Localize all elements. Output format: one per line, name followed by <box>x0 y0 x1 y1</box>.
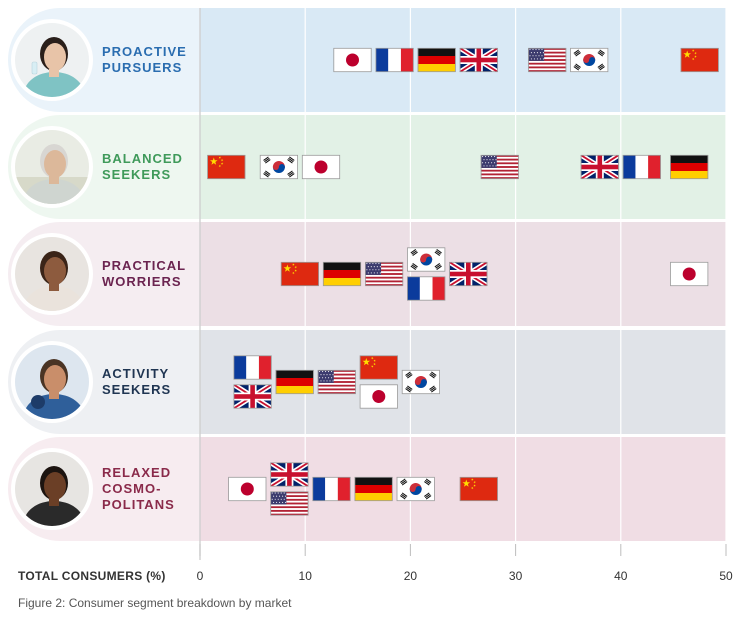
flag-marker-france <box>312 476 351 502</box>
flag-marker-germany <box>322 261 362 287</box>
x-tick-label: 30 <box>509 569 523 583</box>
x-axis: TOTAL CONSUMERS (%) 0 10 20 30 40 50 <box>18 544 733 583</box>
flag-marker-korea <box>401 369 440 395</box>
flag-marker-usa <box>480 154 519 180</box>
segment-label-line: POLITANS <box>102 497 175 512</box>
flag-marker-france <box>375 47 414 73</box>
flag-marker-germany <box>670 154 709 180</box>
flag-marker-uk <box>270 462 309 487</box>
segment-label-line: PURSUERS <box>102 60 182 75</box>
flag-markers <box>207 47 719 516</box>
segment-label-line: SEEKERS <box>102 167 171 182</box>
segment-label-line: SEEKERS <box>102 382 171 397</box>
flag-marker-china <box>680 47 719 73</box>
segment-label-line: ACTIVITY <box>102 366 169 381</box>
x-tick-label: 10 <box>299 569 313 583</box>
segment-label-line: RELAXED <box>102 465 171 480</box>
segment-label-line: COSMO- <box>102 481 161 496</box>
segment-avatar-photo <box>11 341 93 423</box>
flag-marker-japan <box>301 154 341 180</box>
x-tick-label: 50 <box>719 569 733 583</box>
segment-avatar-photo <box>11 233 93 315</box>
flag-marker-china <box>459 476 498 502</box>
x-axis-title: TOTAL CONSUMERS (%) <box>18 569 166 583</box>
flag-marker-japan <box>228 476 267 502</box>
flag-marker-korea <box>396 476 435 502</box>
flag-marker-japan <box>333 47 372 73</box>
segment-avatar-photo <box>11 19 93 101</box>
flag-marker-korea <box>570 47 609 73</box>
flag-marker-korea <box>407 247 446 272</box>
segment-label-line: PRACTICAL <box>102 258 186 273</box>
flag-marker-usa <box>365 261 404 287</box>
flag-marker-uk <box>449 261 488 287</box>
flag-marker-uk <box>459 47 498 73</box>
flag-marker-usa <box>317 369 356 395</box>
segment-avatar-photo <box>11 126 93 208</box>
flag-marker-uk <box>233 384 272 409</box>
flag-marker-germany <box>275 369 314 395</box>
flag-marker-usa <box>270 491 309 516</box>
figure-caption: Figure 2: Consumer segment breakdown by … <box>18 596 292 610</box>
flag-marker-usa <box>528 47 567 73</box>
flag-marker-china <box>359 355 398 380</box>
segment-label-line: PROACTIVE <box>102 44 187 59</box>
flag-marker-japan <box>670 261 709 287</box>
flag-marker-germany <box>354 476 393 502</box>
flag-marker-france <box>233 355 272 380</box>
flag-marker-japan <box>359 384 398 409</box>
x-tick-label: 40 <box>614 569 628 583</box>
flag-marker-china <box>207 154 246 180</box>
flag-marker-france <box>622 154 661 180</box>
flag-marker-china <box>280 261 319 287</box>
x-tick-label: 20 <box>404 569 418 583</box>
segment-label-line: WORRIERS <box>102 274 182 289</box>
flag-marker-uk <box>580 154 619 180</box>
flag-marker-germany <box>417 47 456 73</box>
flag-marker-korea <box>259 154 298 180</box>
segment-avatar-photo <box>11 448 93 530</box>
x-tick-label: 0 <box>197 569 204 583</box>
flag-marker-france <box>407 276 446 301</box>
segment-label-line: BALANCED <box>102 151 183 166</box>
